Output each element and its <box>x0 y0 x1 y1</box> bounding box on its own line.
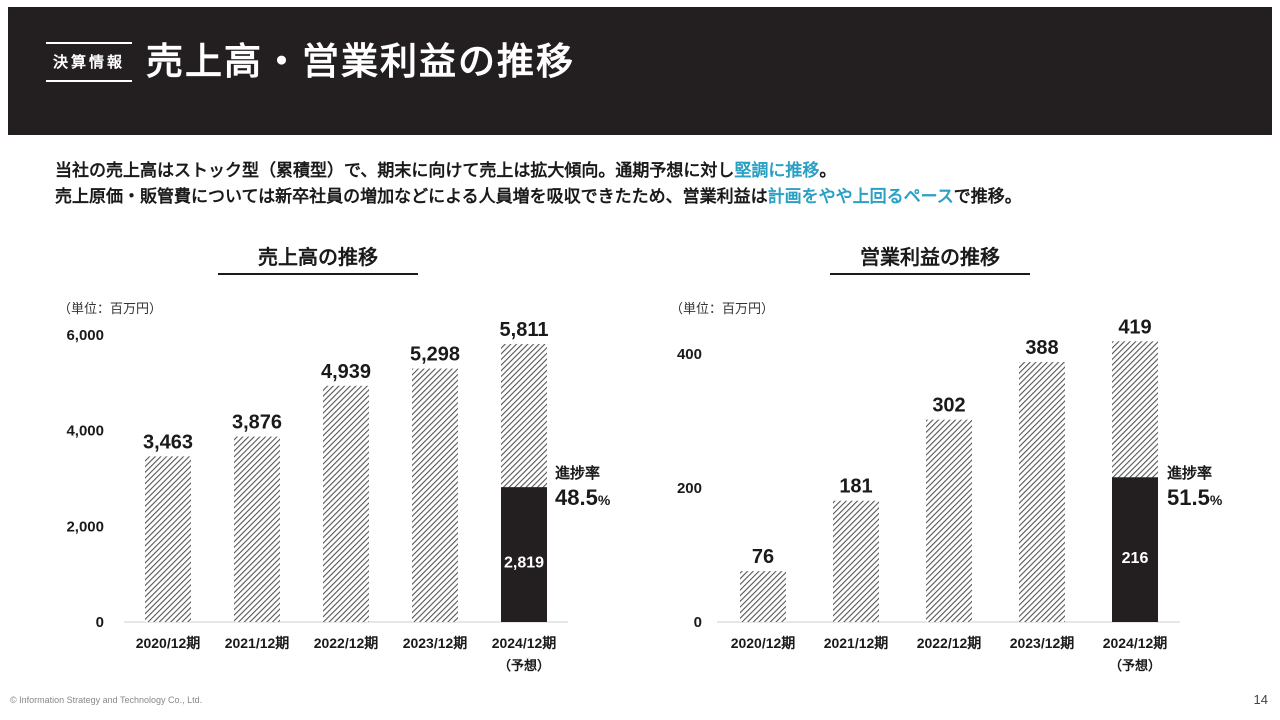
intro-line-2-highlight: 計画をやや上回るペース <box>767 187 954 207</box>
sales-progress-label: 進捗率 <box>555 464 601 482</box>
sales-progress: 進捗率 48.5% <box>555 462 610 514</box>
sales-chart: 0 2,000 4,000 6,000 3,463 2020/12期 3,876 2021/1… <box>66 319 568 674</box>
intro-line-1-end: 。 <box>819 161 837 181</box>
y-tick-label: 200 <box>677 480 702 497</box>
profit-progress-value: 51.5% <box>1167 484 1222 514</box>
profit-progress: 進捗率 51.5% <box>1167 462 1222 514</box>
bar-value-label: 3,463 <box>143 431 193 453</box>
bar-value-label: 5,811 <box>500 319 549 341</box>
bar <box>740 571 786 622</box>
profit-progress-label: 進捗率 <box>1167 464 1213 482</box>
y-tick-label: 4,000 <box>66 423 104 440</box>
sales-progress-value: 48.5% <box>555 484 610 514</box>
y-tick-label: 0 <box>96 614 104 631</box>
bar <box>1019 362 1065 622</box>
profit-chart-title: 営業利益の推移 <box>830 243 1030 275</box>
actual-bar <box>1112 477 1158 622</box>
header-bar <box>8 7 1272 135</box>
copyright: © Information Strategy and Technology Co… <box>10 695 203 705</box>
category-note: （予想） <box>498 658 550 674</box>
profit-progress-unit: % <box>1209 492 1223 508</box>
section-tag: 決算情報 <box>46 42 132 82</box>
category-note: （予想） <box>1109 658 1161 674</box>
bar-value-label: 388 <box>1025 337 1058 359</box>
bar-value-label: 302 <box>932 395 965 417</box>
bar <box>833 500 879 622</box>
actual-value-label: 2,819 <box>504 554 544 571</box>
category-label: 2020/12期 <box>731 635 796 651</box>
bar <box>323 385 369 622</box>
actual-bar <box>501 487 547 622</box>
sales-chart-title: 売上高の推移 <box>218 243 418 275</box>
profit-unit-label: （単位：百万円） <box>670 302 775 317</box>
bar <box>412 368 458 622</box>
sales-unit-label: （単位：百万円） <box>58 302 163 317</box>
category-label: 2023/12期 <box>1010 635 1075 651</box>
category-label: 2023/12期 <box>403 635 468 651</box>
sales-progress-number: 48.5 <box>555 485 598 510</box>
y-tick-label: 0 <box>694 614 702 631</box>
intro-line-2: 売上原価・販管費については新卒社員の増加などによる人員増を吸収できたため、営業利… <box>55 184 1235 210</box>
sales-progress-unit: % <box>597 492 611 508</box>
category-label: 2021/12期 <box>824 635 889 651</box>
category-label: 2021/12期 <box>225 635 290 651</box>
bar <box>145 456 191 622</box>
intro-line-1-highlight: 堅調に推移 <box>734 161 820 181</box>
bar-value-label: 4,939 <box>321 361 371 383</box>
category-label: 2024/12期 <box>492 635 557 651</box>
page-number: 14 <box>1253 692 1268 707</box>
intro-line-1-text: 当社の売上高はストック型（累積型）で、期末に向けて売上は拡大傾向。通期予想に対し <box>55 161 735 181</box>
bar-value-label: 5,298 <box>410 344 460 366</box>
category-label: 2022/12期 <box>917 635 982 651</box>
bar-value-label: 76 <box>752 546 774 568</box>
bar <box>234 436 280 622</box>
bar-value-label: 3,876 <box>232 412 282 434</box>
intro-text: 当社の売上高はストック型（累積型）で、期末に向けて売上は拡大傾向。通期予想に対し… <box>55 158 1235 210</box>
y-tick-label: 2,000 <box>66 518 104 535</box>
intro-line-2-end: で推移。 <box>953 187 1022 207</box>
operating-profit-chart: 0 200 400 76 2020/12期 181 2021/12期 302 2022/12期 3… <box>677 316 1180 674</box>
category-label: 2020/12期 <box>136 635 201 651</box>
category-label: 2024/12期 <box>1103 635 1168 651</box>
category-label: 2022/12期 <box>314 635 379 651</box>
page-title: 売上高・営業利益の推移 <box>146 40 575 83</box>
profit-progress-number: 51.5 <box>1167 485 1210 510</box>
bar-value-label: 181 <box>839 476 872 498</box>
intro-line-1: 当社の売上高はストック型（累積型）で、期末に向けて売上は拡大傾向。通期予想に対し… <box>55 158 1235 184</box>
intro-line-2-text: 売上原価・販管費については新卒社員の増加などによる人員増を吸収できたため、営業利… <box>55 187 768 207</box>
actual-value-label: 216 <box>1122 550 1149 567</box>
bar-value-label: 419 <box>1118 316 1151 338</box>
bar <box>926 419 972 622</box>
y-tick-label: 6,000 <box>66 327 104 344</box>
y-tick-label: 400 <box>677 346 702 363</box>
